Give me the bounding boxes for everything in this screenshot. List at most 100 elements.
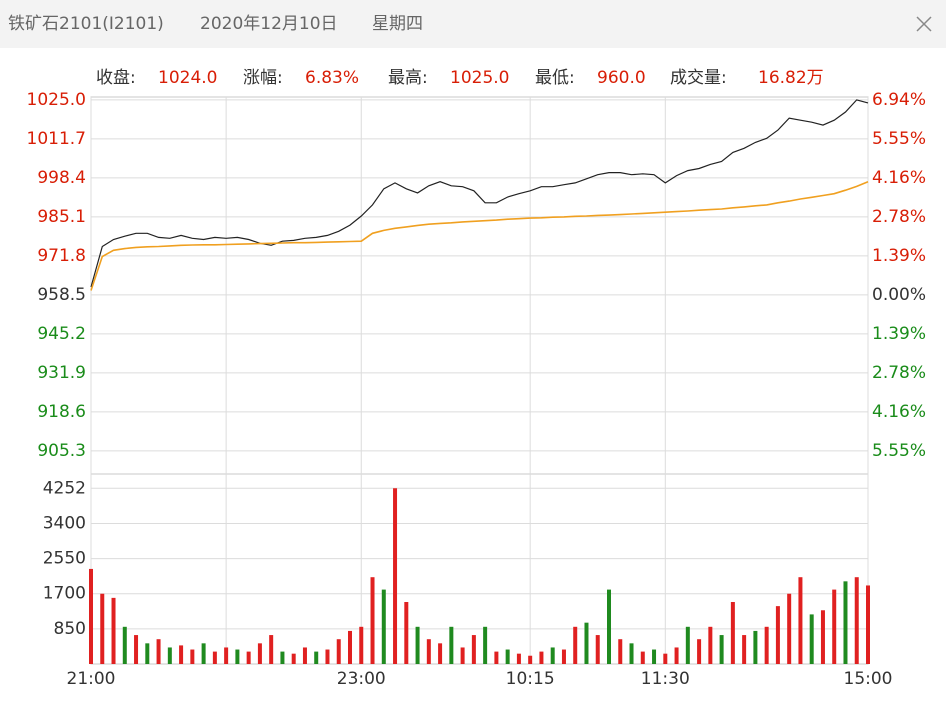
y2-tick-label: 2.78% <box>872 207 926 227</box>
volume-bar <box>607 589 611 664</box>
x-tick-label: 15:00 <box>844 669 893 689</box>
volume-bar <box>122 626 127 664</box>
volume-bar <box>708 626 713 664</box>
info-value: 960.0 <box>597 68 646 88</box>
volume-bar <box>190 649 195 664</box>
volume-bar <box>246 651 251 664</box>
y-tick-label: 971.8 <box>37 246 86 266</box>
volume-bar <box>471 635 476 664</box>
volume-bar <box>730 602 735 664</box>
volume-bar <box>573 626 578 664</box>
y-tick-label: 3400 <box>43 513 86 533</box>
volume-bar <box>550 647 555 664</box>
y-tick-label: 998.4 <box>37 168 86 188</box>
y-tick-label: 931.9 <box>37 363 86 383</box>
volume-bar <box>269 635 274 664</box>
volume-bar <box>426 639 431 664</box>
header-date: 2020年12月10日 <box>200 14 338 34</box>
volume-bar <box>257 643 262 664</box>
volume-bar <box>843 581 848 664</box>
volume-bar <box>302 647 307 664</box>
header-title: 铁矿石2101(I2101) <box>8 14 164 34</box>
volume-bar <box>561 649 566 664</box>
info-value: 1025.0 <box>450 68 509 88</box>
volume-bar <box>89 568 93 664</box>
volume-bar <box>483 626 488 664</box>
volume-bar <box>652 649 657 664</box>
y-tick-label: 918.6 <box>37 402 86 422</box>
info-label: 最低: <box>535 68 575 88</box>
volume-bar <box>212 651 217 664</box>
volume-bar <box>595 635 600 664</box>
volume-bar <box>854 577 859 664</box>
volume-bar <box>674 647 679 664</box>
info-label: 最高: <box>388 68 428 88</box>
volume-bar <box>156 639 161 664</box>
y2-tick-label: 4.16% <box>872 168 926 188</box>
info-label: 收盘: <box>96 68 136 88</box>
y-tick-label: 958.5 <box>37 285 86 305</box>
header-weekday: 星期四 <box>372 14 423 34</box>
volume-bar <box>145 643 150 664</box>
series-line <box>90 180 869 291</box>
volume-bar <box>201 643 206 664</box>
y2-tick-label: 1.39% <box>872 246 926 266</box>
volume-bar <box>505 649 510 664</box>
volume-bar <box>640 651 645 664</box>
volume-bar <box>415 626 420 664</box>
volume-bar <box>314 651 319 664</box>
volume-bar <box>528 655 533 664</box>
x-tick-label: 23:00 <box>337 669 386 689</box>
y-tick-label: 1700 <box>43 584 86 604</box>
x-tick-label: 11:30 <box>641 669 690 689</box>
close-button[interactable] <box>916 16 932 32</box>
y2-tick-label: 2.78% <box>872 363 926 383</box>
y2-tick-label: 5.55% <box>872 441 926 461</box>
volume-bar <box>584 622 589 664</box>
x-tick-label: 21:00 <box>67 669 116 689</box>
y-tick-label: 945.2 <box>37 324 86 344</box>
volume-bar <box>134 635 139 664</box>
plot-frame <box>90 96 869 665</box>
info-label: 成交量: <box>670 68 727 88</box>
volume-bar <box>719 635 724 664</box>
volume-bar <box>539 651 544 664</box>
info-value: 6.83% <box>305 68 359 88</box>
x-tick-label: 10:15 <box>506 669 555 689</box>
volume-bar <box>100 593 105 664</box>
volume-bar <box>494 651 499 664</box>
header-bar <box>0 0 946 48</box>
y2-tick-label: 4.16% <box>872 402 926 422</box>
y-tick-label: 1011.7 <box>27 129 86 149</box>
volume-bar <box>798 577 803 664</box>
volume-bar <box>787 593 792 664</box>
volume-bar <box>449 626 454 664</box>
volume-bar <box>663 653 668 664</box>
y2-tick-label: 6.94% <box>872 90 926 110</box>
volume-bar <box>753 630 758 664</box>
volume-bar <box>742 635 747 664</box>
volume-bar <box>291 653 296 664</box>
volume-bar <box>438 643 443 664</box>
y-tick-label: 905.3 <box>37 441 86 461</box>
volume-bar <box>280 651 285 664</box>
volume-bar <box>516 653 521 664</box>
volume-bar <box>167 647 172 664</box>
volume-bar <box>697 639 702 664</box>
volume-bar <box>764 626 769 664</box>
y-tick-label: 2550 <box>43 549 86 569</box>
info-value: 16.82万 <box>758 68 824 88</box>
series-line <box>90 99 869 288</box>
volume-bar <box>235 649 240 664</box>
volume-bar <box>224 647 229 664</box>
volume-bar <box>775 606 780 664</box>
volume-bar <box>820 610 825 664</box>
volume-bar <box>359 626 364 664</box>
volume-bar <box>336 639 341 664</box>
volume-bar <box>111 597 116 664</box>
volume-bar <box>685 626 690 664</box>
y2-tick-label: 1.39% <box>872 324 926 344</box>
y2-tick-label: 0.00% <box>872 285 926 305</box>
volume-bar <box>809 614 814 664</box>
volume-bar <box>832 589 837 664</box>
